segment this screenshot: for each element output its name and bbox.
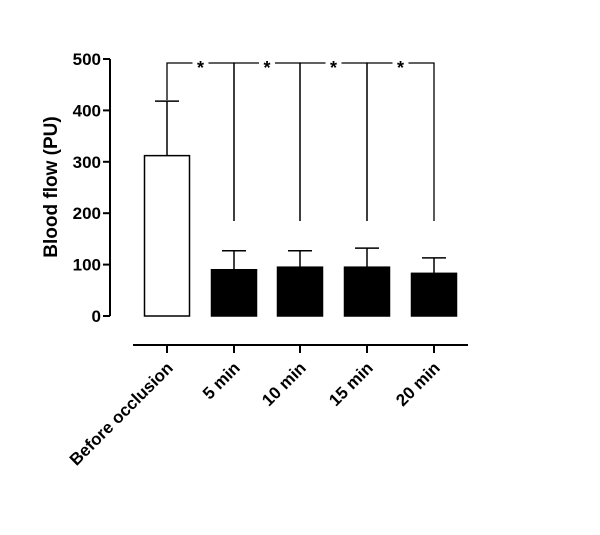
x-tick-label: 20 min bbox=[392, 358, 444, 410]
significance-bracket bbox=[299, 62, 368, 221]
x-axis: Before occlusion 5 min 10 min 15 min 20 min bbox=[66, 344, 468, 469]
y-tick-label: 300 bbox=[73, 153, 101, 172]
significance-star: * bbox=[197, 58, 204, 78]
significance-star: * bbox=[330, 58, 337, 78]
significance-brackets: * * * * bbox=[166, 58, 435, 221]
bar bbox=[343, 266, 391, 317]
bracket-gap bbox=[192, 59, 209, 67]
error-bars bbox=[155, 100, 446, 274]
bar bbox=[143, 154, 191, 317]
significance-star: * bbox=[263, 58, 270, 78]
y-axis-label: Blood flow (PU) bbox=[41, 116, 62, 257]
x-tick-label: 5 min bbox=[199, 358, 244, 403]
significance-bracket bbox=[233, 62, 301, 221]
bracket-gap bbox=[392, 59, 409, 67]
y-tick-label: 500 bbox=[73, 50, 101, 69]
bar bbox=[410, 272, 458, 317]
y-axis: 0 100 200 300 400 500 bbox=[73, 50, 111, 326]
bracket-gap bbox=[325, 59, 342, 67]
y-tick-label: 200 bbox=[73, 204, 101, 223]
x-tick-label: Before occlusion bbox=[66, 358, 177, 469]
bracket-gap bbox=[259, 59, 275, 67]
y-tick-label: 100 bbox=[73, 256, 101, 275]
x-tick-label: 10 min bbox=[258, 358, 310, 410]
significance-bracket bbox=[366, 62, 435, 221]
y-tick-label: 400 bbox=[73, 101, 101, 120]
bar bbox=[276, 266, 324, 317]
significance-star: * bbox=[397, 58, 404, 78]
bar bbox=[210, 268, 258, 317]
y-tick-label: 0 bbox=[92, 307, 101, 326]
x-tick-label: 15 min bbox=[325, 358, 377, 410]
bars bbox=[143, 154, 458, 317]
